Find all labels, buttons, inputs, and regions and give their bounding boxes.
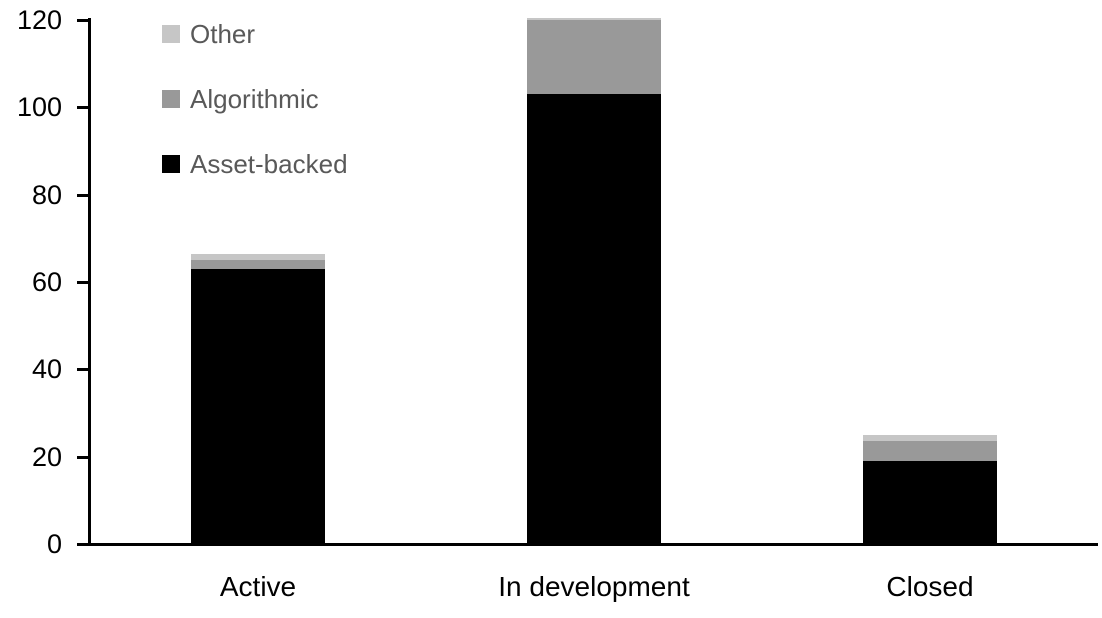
y-axis-tick-label: 40 bbox=[31, 354, 62, 384]
legend-item-asset-backed: Asset-backed bbox=[162, 149, 348, 179]
y-axis-tick-label: 60 bbox=[31, 267, 62, 297]
legend-label: Algorithmic bbox=[190, 84, 319, 114]
legend-item-other: Other bbox=[162, 19, 256, 49]
bar-segment-other-in-development bbox=[527, 17, 661, 20]
y-axis-tick-label: 0 bbox=[46, 529, 62, 559]
legend-item-algorithmic: Algorithmic bbox=[162, 84, 319, 114]
y-axis-tick-label: 20 bbox=[31, 442, 62, 472]
legend-label: Asset-backed bbox=[190, 149, 348, 179]
x-axis-category-label: Closed bbox=[886, 571, 974, 602]
bar-segment-asset-backed-in-development bbox=[527, 94, 661, 544]
bar-segment-algorithmic-closed bbox=[863, 441, 997, 461]
bar-segment-asset-backed-closed bbox=[863, 461, 997, 544]
legend-label: Other bbox=[190, 19, 256, 49]
x-axis-line bbox=[77, 543, 1098, 546]
y-axis-tick bbox=[77, 368, 90, 371]
legend-swatch-icon bbox=[162, 155, 180, 173]
x-axis-category-label: Active bbox=[219, 571, 297, 602]
y-axis-tick-label: 100 bbox=[16, 92, 62, 122]
y-axis-tick bbox=[77, 19, 90, 22]
y-axis-tick bbox=[77, 281, 90, 284]
bar-segment-other-closed bbox=[863, 434, 997, 442]
bar-segment-asset-backed-active bbox=[191, 268, 325, 544]
bar-segment-algorithmic-active bbox=[191, 260, 325, 269]
legend-swatch-icon bbox=[162, 25, 180, 43]
y-axis-tick bbox=[77, 106, 90, 109]
bar-segment-algorithmic-in-development bbox=[527, 20, 661, 95]
y-axis-tick-label: 120 bbox=[16, 5, 62, 35]
bar-segment-other-active bbox=[191, 253, 325, 261]
y-axis-tick bbox=[77, 456, 90, 459]
y-axis-tick-label: 80 bbox=[31, 180, 62, 210]
y-axis-tick bbox=[77, 194, 90, 197]
x-axis-category-label: In development bbox=[498, 571, 690, 602]
legend-swatch-icon bbox=[162, 90, 180, 108]
